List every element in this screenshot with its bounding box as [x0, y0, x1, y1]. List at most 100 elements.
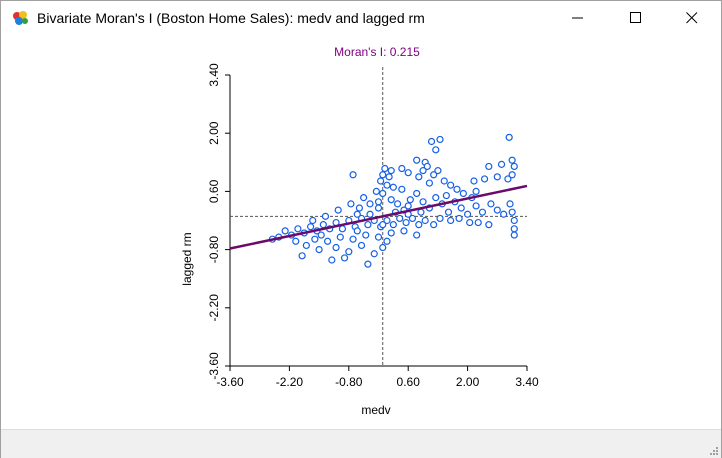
data-point	[510, 162, 518, 171]
data-point	[396, 214, 404, 223]
x-tick-label: -2.20	[276, 375, 304, 389]
y-tick-label: 2.00	[207, 121, 221, 145]
data-point	[440, 177, 448, 185]
x-tick-label: 2.00	[456, 375, 480, 389]
status-bar	[1, 429, 721, 458]
data-point	[413, 189, 421, 198]
data-point	[374, 233, 383, 241]
regression-line-group	[229, 184, 528, 250]
data-point	[508, 208, 516, 216]
data-point	[447, 181, 455, 189]
data-point	[364, 221, 372, 229]
data-point	[281, 227, 289, 235]
data-point	[328, 256, 336, 264]
data-point	[415, 221, 423, 229]
minimize-icon	[572, 17, 583, 19]
data-point	[400, 227, 408, 235]
data-point	[370, 250, 378, 258]
data-point	[292, 237, 300, 245]
data-point	[323, 237, 332, 245]
data-point	[480, 175, 489, 183]
data-point	[419, 198, 427, 206]
data-point	[421, 216, 429, 225]
data-point	[427, 137, 436, 146]
moran-scatter-plot[interactable]: Moran's I: 0.215 -3.60 -2.20 -0.80 0.60 2.00…	[1, 35, 721, 429]
data-point	[436, 214, 444, 223]
data-point	[379, 243, 387, 252]
y-tick-label: -2.20	[207, 294, 221, 322]
data-point	[404, 169, 412, 177]
data-point	[309, 216, 317, 225]
data-point	[374, 198, 383, 206]
data-point	[360, 194, 368, 202]
data-point	[381, 164, 389, 173]
data-point	[332, 243, 340, 252]
data-point	[506, 200, 514, 208]
data-point	[417, 208, 425, 216]
resize-grip-icon[interactable]	[707, 444, 719, 456]
data-point	[345, 248, 353, 256]
y-tick-label: -3.60	[207, 352, 221, 380]
data-point	[419, 167, 427, 175]
data-point	[374, 204, 383, 212]
title-bar[interactable]: Bivariate Moran's I (Boston Home Sales):…	[1, 1, 721, 35]
data-point	[298, 252, 306, 260]
data-point	[366, 210, 374, 218]
reference-lines	[230, 67, 527, 366]
data-point	[478, 208, 487, 216]
data-point	[493, 173, 501, 181]
data-point	[434, 167, 442, 175]
data-point	[302, 241, 310, 250]
data-point	[336, 233, 344, 241]
data-point	[387, 196, 395, 204]
data-point	[472, 202, 480, 210]
data-point	[415, 173, 423, 181]
data-point	[385, 173, 393, 181]
data-point	[294, 225, 302, 233]
data-point	[398, 185, 406, 193]
data-point	[340, 254, 349, 262]
data-point	[379, 189, 387, 198]
data-point	[485, 162, 493, 171]
data-point	[504, 175, 512, 183]
data-point	[402, 218, 410, 227]
data-point	[485, 221, 493, 229]
regression-line	[229, 184, 528, 250]
x-tick-label: 3.40	[515, 375, 539, 389]
data-point	[353, 210, 361, 218]
data-point	[321, 212, 330, 220]
data-point	[500, 210, 508, 218]
data-point	[442, 191, 450, 200]
data-point	[364, 260, 372, 268]
data-point	[493, 206, 501, 214]
data-point	[383, 237, 391, 245]
data-point	[444, 208, 453, 216]
data-point	[307, 223, 315, 231]
y-tick-label: 3.40	[207, 63, 221, 87]
x-tick-label: 0.60	[397, 375, 421, 389]
close-button[interactable]	[669, 1, 715, 35]
data-point	[406, 196, 414, 204]
data-point	[423, 162, 431, 171]
close-icon	[686, 12, 698, 24]
data-point	[510, 231, 518, 239]
axes: -3.60 -2.20 -0.80 0.60 2.00 3.40 -3.60 -2.20 -0.…	[207, 63, 539, 389]
data-point	[413, 156, 421, 164]
data-point	[432, 194, 440, 202]
data-point	[457, 204, 465, 212]
y-tick-label: -0.80	[207, 236, 221, 264]
data-point	[383, 181, 391, 189]
maximize-icon	[630, 12, 641, 23]
data-point	[366, 200, 374, 208]
data-point	[466, 218, 474, 227]
data-point	[510, 216, 518, 225]
maximize-button[interactable]	[613, 1, 659, 35]
minimize-button[interactable]	[555, 1, 601, 35]
data-point	[311, 235, 319, 243]
data-point	[372, 187, 380, 195]
data-point	[497, 160, 506, 168]
data-point	[430, 171, 438, 179]
y-tick-label: 0.60	[207, 179, 221, 203]
data-point	[357, 241, 366, 250]
